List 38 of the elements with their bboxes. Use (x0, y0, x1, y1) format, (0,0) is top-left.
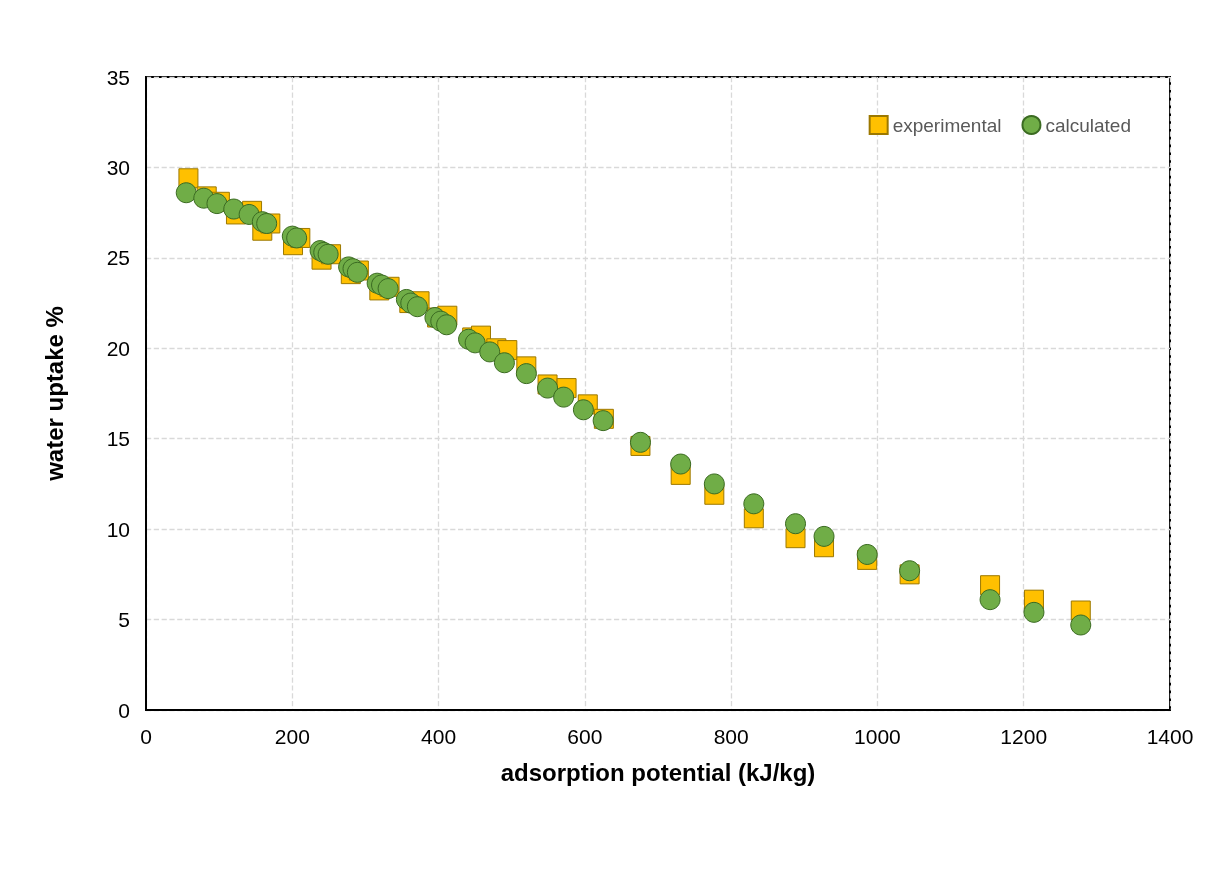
y-tick-label: 15 (106, 427, 130, 451)
y-tick-label: 20 (106, 336, 130, 360)
y-tick-label: 0 (118, 698, 130, 722)
point (175, 182, 197, 204)
x-tick-label: 1200 (1000, 725, 1048, 748)
y-axis-title: water uptake % (40, 306, 68, 482)
x-tick-label: 1400 (1146, 725, 1194, 748)
y-tick-label: 35 (106, 65, 130, 89)
x-tick-label: 1000 (854, 725, 901, 748)
point (572, 399, 594, 421)
point (813, 525, 835, 547)
point (515, 363, 537, 385)
x-axis-title: adsorption potential (kJ/kg) (500, 758, 816, 786)
point (479, 341, 501, 363)
point (703, 473, 725, 495)
y-tick-label: 30 (106, 155, 130, 179)
y-tick-label: 10 (106, 517, 130, 541)
y-tick-label: 25 (106, 246, 130, 270)
x-tick-label: 400 (421, 725, 457, 748)
x-tick-label: 600 (567, 725, 603, 748)
point (979, 589, 1001, 611)
point (1070, 614, 1092, 636)
point (406, 296, 428, 318)
y-tick-label: 5 (118, 608, 130, 632)
x-tick-label: 0 (140, 725, 152, 748)
point (464, 332, 486, 354)
point (436, 314, 458, 336)
point (553, 386, 575, 408)
point (743, 493, 765, 515)
x-tick-label: 800 (713, 725, 749, 748)
point (856, 543, 878, 565)
x-tick-label: 200 (274, 725, 310, 748)
legend-label: calculated (1045, 114, 1132, 136)
point (493, 352, 515, 374)
point (670, 453, 692, 475)
point (1023, 601, 1045, 623)
legend-label: experimental (892, 114, 1002, 136)
point (785, 513, 807, 535)
